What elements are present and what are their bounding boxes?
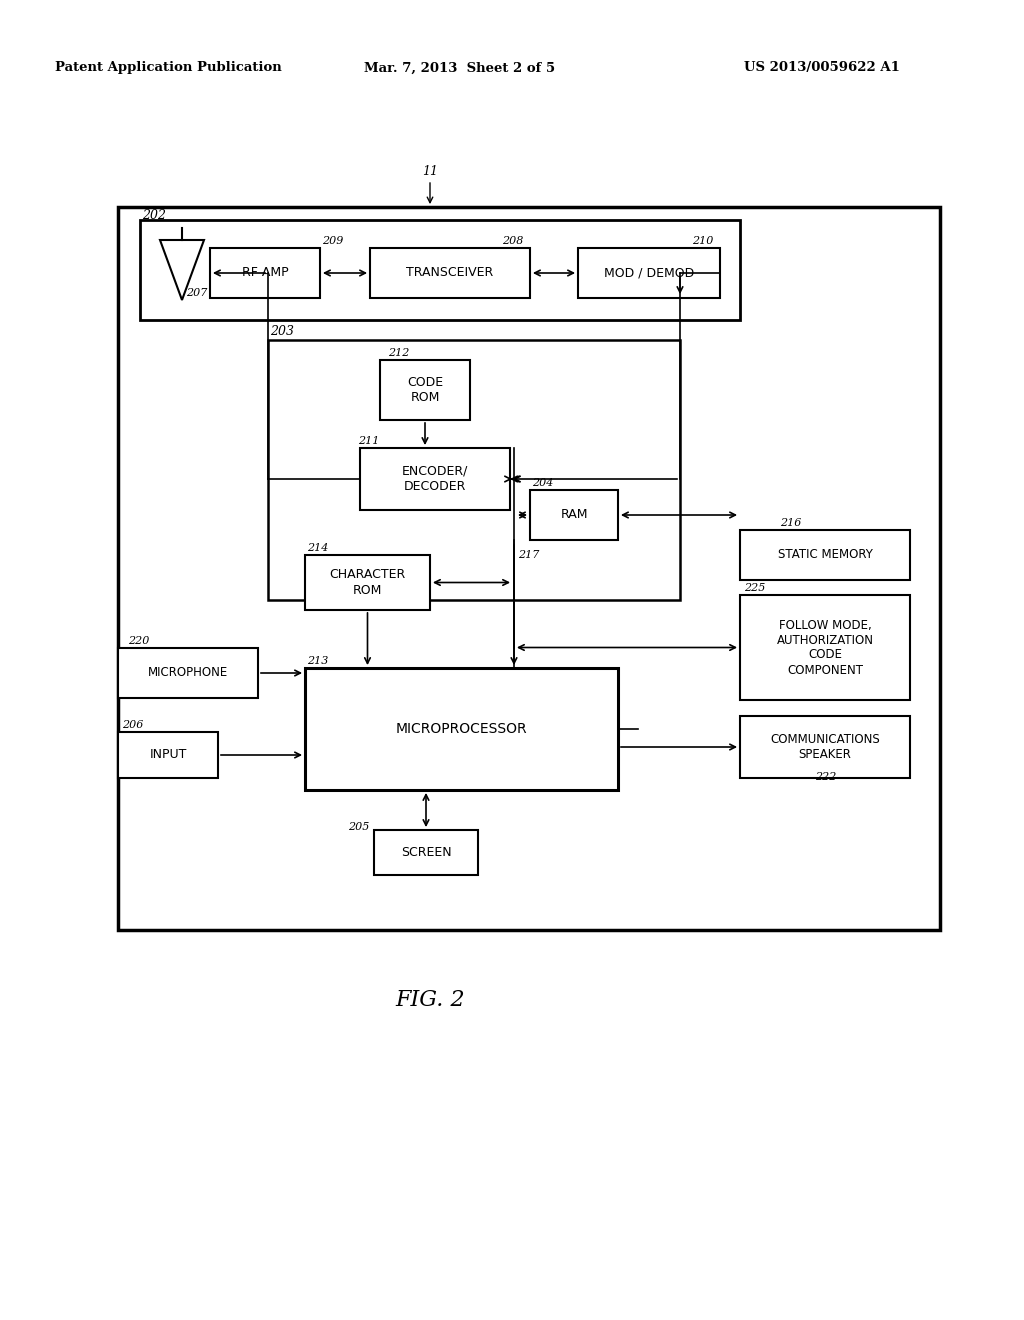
Bar: [380, 360, 470, 420]
Text: 213: 213: [307, 656, 329, 667]
Bar: [305, 554, 430, 610]
Text: 209: 209: [322, 236, 343, 246]
Bar: [740, 531, 910, 579]
Text: Patent Application Publication: Patent Application Publication: [55, 62, 282, 74]
Text: CODE
ROM: CODE ROM: [407, 376, 443, 404]
Text: 202: 202: [142, 209, 166, 222]
Text: 205: 205: [348, 822, 370, 832]
Text: MICROPHONE: MICROPHONE: [147, 667, 228, 680]
Text: 217: 217: [518, 550, 540, 560]
Text: RAM: RAM: [560, 508, 588, 521]
Text: CHARACTER
ROM: CHARACTER ROM: [330, 569, 406, 597]
Text: 206: 206: [122, 719, 143, 730]
Text: US 2013/0059622 A1: US 2013/0059622 A1: [744, 62, 900, 74]
Bar: [140, 220, 740, 319]
Text: 204: 204: [532, 478, 553, 488]
Text: SCREEN: SCREEN: [400, 846, 452, 859]
Text: 211: 211: [358, 436, 379, 446]
Text: ENCODER/
DECODER: ENCODER/ DECODER: [401, 465, 468, 492]
Text: 216: 216: [780, 517, 802, 528]
Text: 208: 208: [502, 236, 523, 246]
Text: 203: 203: [270, 325, 294, 338]
Text: TRANSCEIVER: TRANSCEIVER: [407, 267, 494, 280]
Text: MICROPROCESSOR: MICROPROCESSOR: [395, 722, 527, 737]
Text: STATIC MEMORY: STATIC MEMORY: [777, 549, 872, 561]
Text: MOD / DEMOD: MOD / DEMOD: [604, 267, 694, 280]
Bar: [530, 490, 618, 540]
Bar: [305, 668, 618, 789]
Bar: [740, 715, 910, 777]
Text: INPUT: INPUT: [150, 748, 186, 762]
Text: FOLLOW MODE,
AUTHORIZATION
CODE
COMPONENT: FOLLOW MODE, AUTHORIZATION CODE COMPONEN…: [776, 619, 873, 676]
Text: 225: 225: [744, 583, 765, 593]
Text: 210: 210: [692, 236, 714, 246]
Bar: [118, 648, 258, 698]
Bar: [578, 248, 720, 298]
Text: 220: 220: [128, 636, 150, 645]
Bar: [118, 733, 218, 777]
Text: 207: 207: [186, 288, 208, 298]
Bar: [268, 341, 680, 601]
Text: 212: 212: [388, 348, 410, 358]
Text: 214: 214: [307, 543, 329, 553]
Bar: [118, 207, 940, 931]
Text: RF AMP: RF AMP: [242, 267, 289, 280]
Bar: [360, 447, 510, 510]
Text: 11: 11: [422, 165, 438, 178]
Bar: [370, 248, 530, 298]
Text: Mar. 7, 2013  Sheet 2 of 5: Mar. 7, 2013 Sheet 2 of 5: [365, 62, 556, 74]
Bar: [210, 248, 319, 298]
Text: COMMUNICATIONS
SPEAKER: COMMUNICATIONS SPEAKER: [770, 733, 880, 762]
Bar: [740, 595, 910, 700]
Bar: [374, 830, 478, 875]
Text: 222: 222: [815, 772, 837, 781]
Text: FIG. 2: FIG. 2: [395, 989, 465, 1011]
